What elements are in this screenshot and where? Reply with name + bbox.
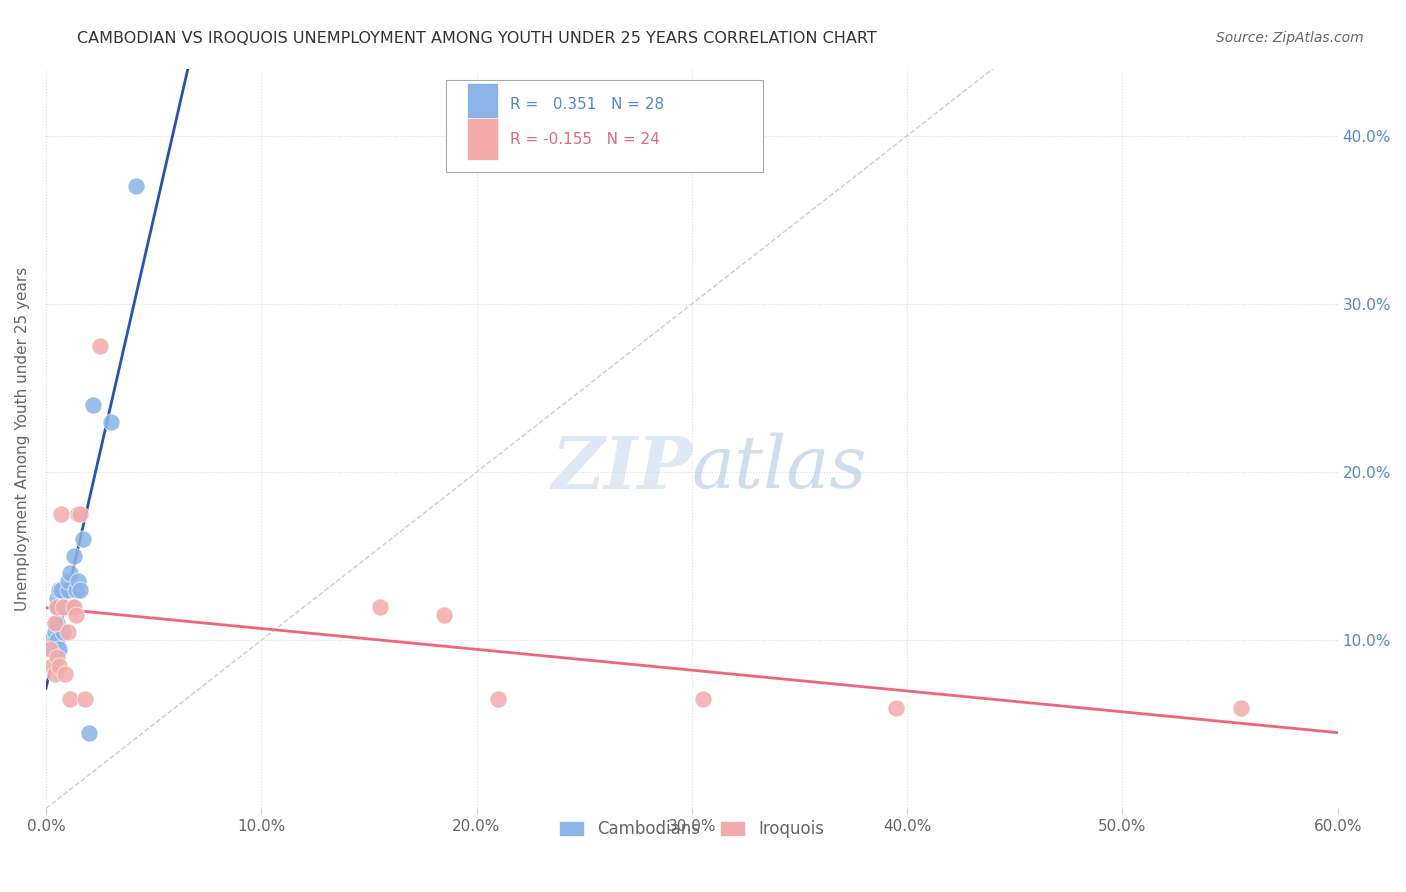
Point	[48, 658, 70, 673]
Point	[77, 725, 100, 739]
Text: Source: ZipAtlas.com: Source: ZipAtlas.com	[1216, 31, 1364, 45]
Point	[69, 582, 91, 597]
Point	[44, 641, 66, 656]
Point	[125, 179, 148, 194]
Point	[45, 616, 67, 631]
Point	[44, 667, 66, 681]
Point	[56, 624, 79, 639]
Point	[41, 633, 63, 648]
Point	[56, 582, 79, 597]
Point	[100, 415, 122, 429]
Legend: Cambodians, Iroquois: Cambodians, Iroquois	[553, 814, 831, 845]
Point	[45, 641, 67, 656]
Point	[52, 624, 75, 639]
Point	[45, 599, 67, 614]
Point	[72, 533, 94, 547]
Point	[45, 599, 67, 614]
Point	[41, 641, 63, 656]
Text: R = -0.155   N = 24: R = -0.155 N = 24	[510, 132, 659, 147]
Point	[1229, 700, 1251, 714]
Point	[60, 599, 83, 614]
Point	[89, 339, 111, 353]
Point	[65, 608, 87, 623]
Point	[48, 641, 70, 656]
Y-axis label: Unemployment Among Youth under 25 years: Unemployment Among Youth under 25 years	[15, 267, 30, 611]
Point	[65, 582, 87, 597]
Point	[45, 633, 67, 648]
Text: R =   0.351   N = 28: R = 0.351 N = 28	[510, 96, 664, 112]
Point	[48, 582, 70, 597]
Point	[41, 658, 63, 673]
Point	[53, 667, 76, 681]
Point	[45, 650, 67, 665]
Point	[73, 692, 96, 706]
Point	[486, 692, 509, 706]
Point	[433, 608, 456, 623]
Point	[53, 599, 76, 614]
FancyBboxPatch shape	[467, 118, 498, 161]
Point	[69, 507, 91, 521]
Point	[49, 507, 72, 521]
Point	[82, 398, 104, 412]
Point	[59, 692, 82, 706]
Point	[692, 692, 714, 706]
Point	[49, 582, 72, 597]
Point	[67, 507, 90, 521]
Text: atlas: atlas	[692, 433, 868, 503]
Point	[44, 633, 66, 648]
Point	[44, 616, 66, 631]
Point	[884, 700, 907, 714]
Point	[368, 599, 391, 614]
Point	[52, 599, 75, 614]
Point	[63, 599, 86, 614]
Point	[45, 591, 67, 606]
Point	[56, 574, 79, 589]
Point	[63, 549, 86, 564]
Text: ZIP: ZIP	[551, 433, 692, 504]
FancyBboxPatch shape	[446, 79, 763, 172]
Point	[67, 574, 90, 589]
FancyBboxPatch shape	[467, 83, 498, 125]
Point	[59, 566, 82, 580]
Text: CAMBODIAN VS IROQUOIS UNEMPLOYMENT AMONG YOUTH UNDER 25 YEARS CORRELATION CHART: CAMBODIAN VS IROQUOIS UNEMPLOYMENT AMONG…	[77, 31, 877, 46]
Point	[39, 641, 62, 656]
Point	[44, 624, 66, 639]
